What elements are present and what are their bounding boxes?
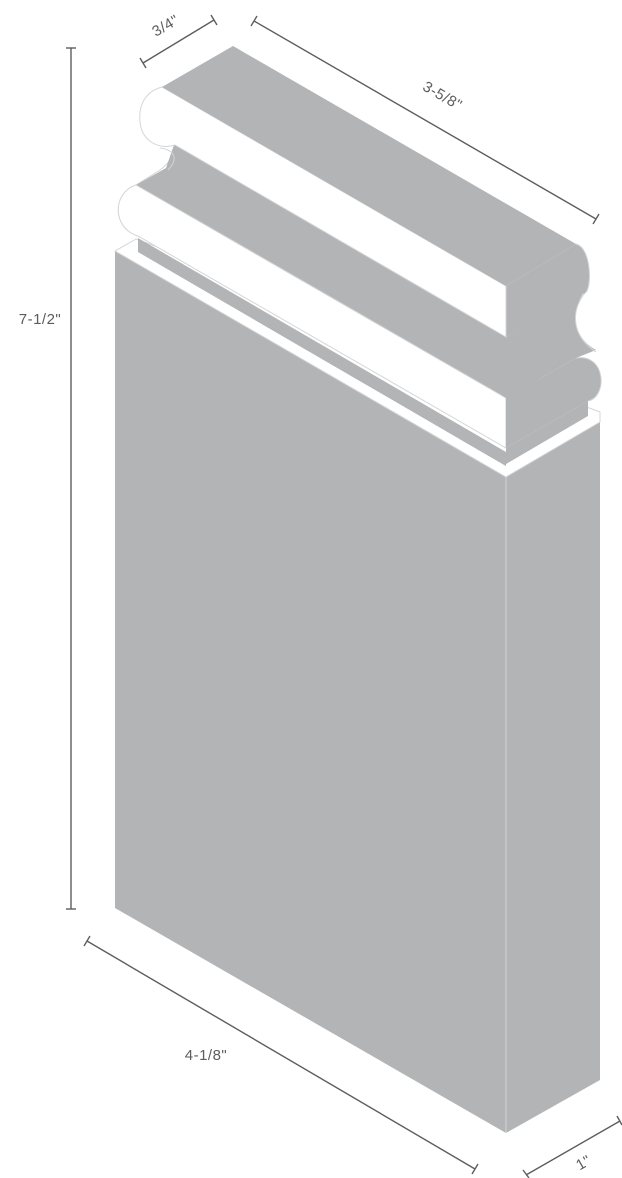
cove-front xyxy=(166,142,506,398)
dimension-top-depth: 3/4" xyxy=(139,12,218,69)
top-face xyxy=(162,46,576,286)
front-face xyxy=(115,251,506,1133)
dimension-thickness: 1" xyxy=(522,1115,622,1178)
side-face xyxy=(506,422,600,1133)
dimension-width: 4-1/8" xyxy=(83,935,479,1175)
upper-torus-profile-right xyxy=(506,244,590,337)
lower-bead-front xyxy=(117,184,507,449)
dimension-height: 7-1/2" xyxy=(19,47,76,910)
upper-torus-front xyxy=(139,86,507,338)
top-depth-label: 3/4" xyxy=(149,12,182,41)
lower-bead-profile-right xyxy=(506,357,602,448)
top-length-label: 3-5/8" xyxy=(420,78,465,114)
thickness-label: 1" xyxy=(573,1152,594,1174)
cap-molding xyxy=(117,46,602,466)
height-label: 7-1/2" xyxy=(19,311,62,328)
cove-profile-right xyxy=(506,291,596,398)
width-label: 4-1/8" xyxy=(185,1047,228,1064)
